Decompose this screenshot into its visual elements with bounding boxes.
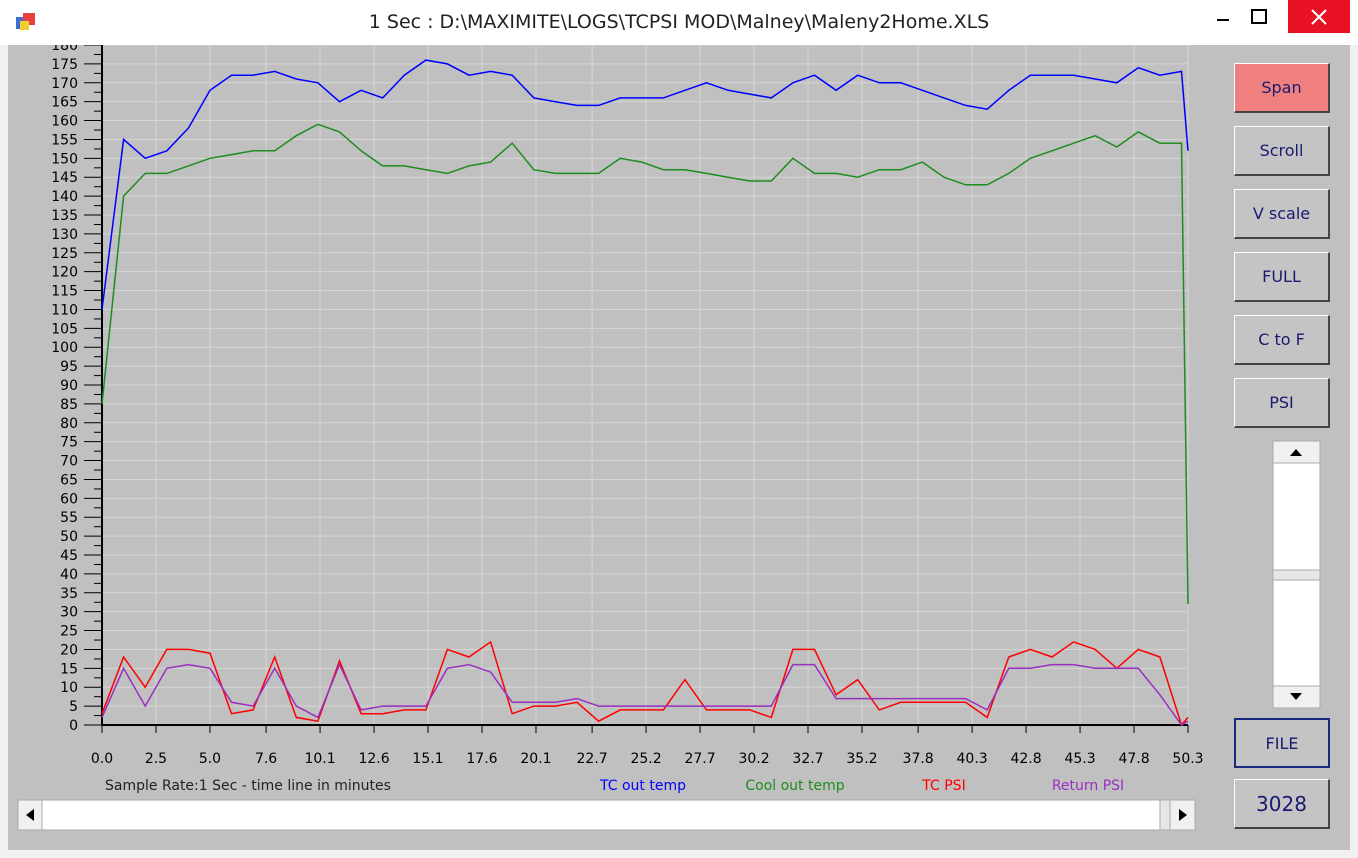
x-tick-label: 32.7	[792, 751, 823, 767]
y-tick-label: 5	[69, 699, 78, 715]
legend-entry: TC out temp	[599, 778, 686, 794]
y-tick-label: 115	[51, 284, 78, 300]
y-tick-label: 130	[51, 227, 78, 243]
x-tick-label: 0.0	[91, 751, 113, 767]
x-tick-label: 22.7	[577, 751, 608, 767]
horizontal-scrollbar[interactable]	[17, 799, 1196, 831]
y-tick-label: 175	[51, 57, 78, 73]
toolbar-button[interactable]: PSI	[1234, 378, 1330, 428]
x-tick-label: 37.8	[903, 751, 934, 767]
y-tick-label: 105	[51, 321, 78, 337]
app-icon	[16, 13, 35, 30]
y-tick-label: 160	[51, 114, 78, 130]
counter-display: 3028	[1234, 779, 1330, 829]
x-tick-label: 15.1	[412, 751, 443, 767]
y-tick-label: 125	[51, 246, 78, 262]
y-tick-label: 85	[60, 397, 78, 413]
scroll-thumb[interactable]	[1159, 799, 1171, 831]
y-tick-label: 170	[51, 76, 78, 92]
y-tick-label: 60	[60, 491, 78, 507]
x-tick-label: 5.0	[199, 751, 221, 767]
y-tick-label: 90	[60, 378, 78, 394]
series-line	[101, 640, 1189, 727]
x-tick-label: 17.6	[466, 751, 497, 767]
y-tick-label: 70	[60, 454, 78, 470]
y-tick-label: 110	[51, 302, 78, 318]
y-tick-label: 165	[51, 95, 78, 111]
y-tick-label: 75	[60, 435, 78, 451]
y-tick-label: 50	[60, 529, 78, 545]
toolbar-button[interactable]: C to F	[1234, 315, 1330, 365]
left-arrow	[26, 809, 34, 821]
minimize-button[interactable]	[1200, 0, 1246, 33]
y-tick-label: 25	[60, 624, 78, 640]
y-tick-label: 150	[51, 151, 78, 167]
x-tick-label: 30.2	[738, 751, 769, 767]
maximize-button[interactable]	[1236, 0, 1282, 33]
y-tick-label: 40	[60, 567, 78, 583]
y-tick-label: 135	[51, 208, 78, 224]
toolbar-button[interactable]: Scroll	[1234, 126, 1330, 176]
x-tick-label: 40.3	[957, 751, 988, 767]
x-tick-label: 47.8	[1118, 751, 1149, 767]
y-tick-label: 15	[60, 661, 78, 677]
y-tick-label: 20	[60, 642, 78, 658]
x-tick-label: 7.6	[255, 751, 277, 767]
series-line	[101, 59, 1189, 310]
y-tick-label: 95	[60, 359, 78, 375]
y-tick-label: 35	[60, 586, 78, 602]
x-tick-label: 45.3	[1064, 751, 1095, 767]
x-tick-label: 35.2	[846, 751, 877, 767]
y-tick-label: 30	[60, 605, 78, 621]
right-arrow	[1179, 809, 1187, 821]
x-tick-label: 10.1	[304, 751, 335, 767]
x-tick-label: 27.7	[684, 751, 715, 767]
up-arrow	[1290, 449, 1302, 456]
y-tick-label: 55	[60, 510, 78, 526]
y-tick-label: 80	[60, 416, 78, 432]
toolbar-button[interactable]: V scale	[1234, 189, 1330, 239]
toolbar-button[interactable]: FULL	[1234, 252, 1330, 302]
series-line	[101, 662, 1189, 726]
x-tick-label: 12.6	[358, 751, 389, 767]
legend-entry: Return PSI	[1052, 778, 1124, 794]
file-button[interactable]: FILE	[1234, 718, 1330, 768]
x-axis-label: Sample Rate:1 Sec - time line in minutes	[105, 778, 391, 794]
y-tick-label: 45	[60, 548, 78, 564]
toolbar-button[interactable]: Span	[1234, 63, 1330, 113]
series-line	[101, 123, 1189, 605]
down-arrow	[1290, 693, 1302, 700]
y-tick-label: 120	[51, 265, 78, 281]
title-bar: 1 Sec : D:\MAXIMITE\LOGS\TCPSI MOD\Malne…	[0, 0, 1358, 45]
client-area	[8, 45, 1350, 850]
y-tick-label: 140	[51, 189, 78, 205]
x-tick-label: 50.3	[1172, 751, 1203, 767]
window-title: 1 Sec : D:\MAXIMITE\LOGS\TCPSI MOD\Malne…	[368, 11, 990, 33]
legend-entry: Cool out temp	[745, 778, 844, 794]
vscroll-thumb[interactable]	[1272, 569, 1321, 581]
y-tick-label: 145	[51, 170, 78, 186]
y-tick-label: 155	[51, 132, 78, 148]
y-tick-label: 0	[69, 718, 78, 734]
close-button[interactable]	[1288, 0, 1350, 33]
legend-entry: TC PSI	[921, 778, 965, 794]
x-tick-label: 20.1	[520, 751, 551, 767]
plot-area: 0 5 10 15 20 25 30 35 40 45 50 55 60 65 70 75 80 85 90 95 10…	[51, 35, 1204, 767]
y-tick-label: 10	[60, 680, 78, 696]
y-tick-label: 65	[60, 472, 78, 488]
x-tick-label: 42.8	[1010, 751, 1041, 767]
x-tick-label: 2.5	[145, 751, 167, 767]
x-tick-label: 25.2	[630, 751, 661, 767]
y-tick-label: 100	[51, 340, 78, 356]
